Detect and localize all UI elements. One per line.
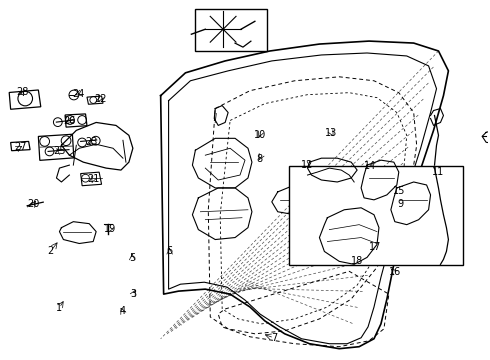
Text: 28: 28 <box>16 87 28 98</box>
Text: 6: 6 <box>167 247 172 256</box>
Text: 9: 9 <box>397 199 404 209</box>
Text: 8: 8 <box>257 154 263 163</box>
Text: 11: 11 <box>432 167 444 177</box>
Text: 22: 22 <box>94 94 106 104</box>
Text: 24: 24 <box>73 89 85 99</box>
Text: 4: 4 <box>120 306 125 316</box>
Text: 1: 1 <box>56 303 62 313</box>
Bar <box>196 9 268 51</box>
Text: 23: 23 <box>86 138 98 148</box>
Text: 20: 20 <box>27 199 40 209</box>
Text: 13: 13 <box>325 128 338 138</box>
Text: 2: 2 <box>48 247 53 256</box>
Bar <box>289 166 463 265</box>
Text: 14: 14 <box>365 161 377 171</box>
Text: 18: 18 <box>351 256 363 266</box>
Text: 27: 27 <box>14 142 26 152</box>
Text: 5: 5 <box>129 253 135 263</box>
Text: 15: 15 <box>393 186 406 197</box>
Circle shape <box>339 241 363 265</box>
Text: 3: 3 <box>130 289 136 299</box>
Text: 19: 19 <box>104 224 116 234</box>
Text: 25: 25 <box>53 146 66 156</box>
Text: 12: 12 <box>301 160 314 170</box>
Text: 17: 17 <box>369 242 382 252</box>
Text: 10: 10 <box>253 130 266 140</box>
Text: 21: 21 <box>87 174 99 184</box>
Text: 7: 7 <box>271 333 277 343</box>
Text: 16: 16 <box>389 267 401 277</box>
Text: 26: 26 <box>63 116 75 126</box>
